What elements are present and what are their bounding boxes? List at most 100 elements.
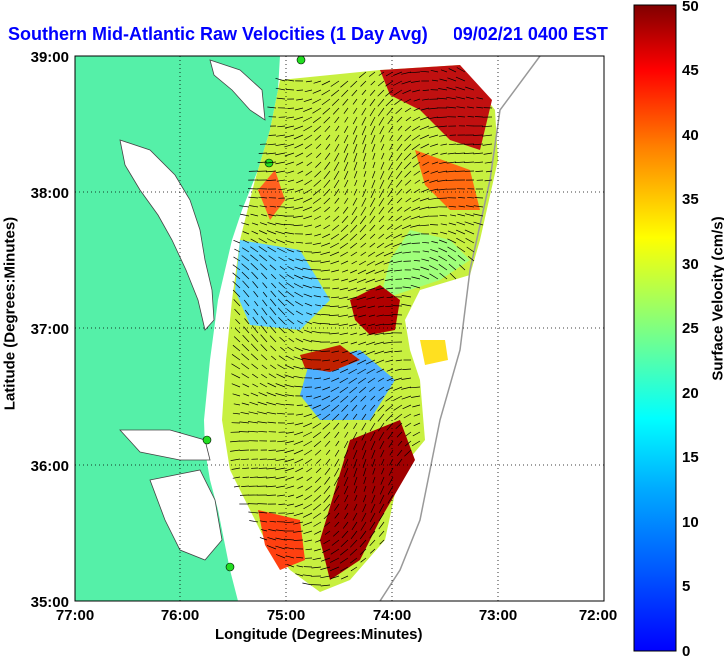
velocity-vector	[447, 246, 457, 253]
velocity-vector	[234, 308, 241, 316]
velocity-vector	[320, 269, 331, 272]
velocity-vector	[313, 215, 322, 220]
velocity-vector	[359, 530, 367, 540]
velocity-vector	[323, 539, 331, 545]
velocity-vector	[358, 341, 367, 346]
velocity-vector	[330, 575, 340, 580]
velocity-vector	[259, 263, 268, 271]
velocity-vector	[393, 233, 403, 239]
velocity-vector	[257, 161, 268, 163]
velocity-vector	[244, 309, 250, 316]
velocity-vector	[294, 143, 304, 149]
velocity-vector	[378, 215, 385, 223]
velocity-vector	[312, 242, 322, 246]
velocity-vector	[455, 76, 466, 82]
velocity-vector	[455, 86, 466, 91]
velocity-vector	[388, 152, 394, 161]
velocity-vector	[331, 350, 340, 353]
velocity-vector	[334, 134, 340, 142]
velocity-vector	[250, 392, 259, 397]
velocity-vector	[363, 485, 367, 492]
velocity-vector	[353, 188, 358, 196]
velocity-vector	[482, 125, 493, 128]
velocity-vector	[233, 336, 241, 343]
velocity-vector	[411, 134, 421, 141]
velocity-vector	[395, 161, 403, 171]
velocity-vector	[385, 80, 394, 87]
velocity-vector	[334, 152, 340, 162]
velocity-vector	[447, 230, 457, 235]
velocity-vector	[353, 143, 358, 154]
velocity-vector	[266, 476, 277, 479]
velocity-vector	[259, 537, 268, 541]
velocity-vector	[313, 521, 322, 527]
velocity-vector	[231, 383, 241, 388]
velocity-vector	[284, 223, 295, 226]
velocity-vector	[369, 404, 376, 411]
velocity-vector	[393, 260, 403, 264]
velocity-vector	[403, 98, 412, 104]
velocity-vector	[331, 98, 340, 106]
velocity-vector	[376, 296, 385, 299]
velocity-vector	[386, 422, 394, 431]
velocity-vector	[285, 240, 295, 244]
velocity-vector	[352, 413, 358, 420]
velocity-vector	[376, 314, 385, 317]
velocity-vector	[306, 161, 313, 166]
velocity-vector	[371, 134, 376, 144]
velocity-vector	[268, 214, 277, 217]
velocity-vector	[313, 295, 322, 298]
velocity-vector	[287, 188, 295, 191]
velocity-vector	[314, 476, 322, 483]
velocity-vector	[351, 260, 358, 265]
velocity-vector	[396, 206, 403, 212]
velocity-vector	[312, 286, 322, 289]
velocity-vector	[361, 107, 367, 116]
velocity-vector	[395, 215, 403, 221]
x-tick-label: 72:00	[579, 607, 617, 624]
velocity-vector	[437, 188, 448, 191]
velocity-vector	[232, 344, 241, 352]
velocity-vector	[293, 206, 304, 210]
velocity-vector	[369, 89, 376, 96]
velocity-vector	[258, 238, 268, 244]
velocity-vector	[286, 485, 295, 489]
velocity-vector	[340, 395, 349, 403]
velocity-vector	[303, 215, 313, 220]
velocity-vector	[448, 263, 457, 271]
velocity-vector	[420, 70, 430, 73]
velocity-vector	[378, 422, 385, 432]
velocity-vector	[331, 269, 340, 273]
velocity-vector	[261, 364, 268, 370]
velocity-vector	[344, 188, 349, 196]
velocity-vector	[351, 206, 358, 216]
velocity-vector	[419, 274, 430, 280]
velocity-vector	[304, 539, 313, 543]
velocity-vector	[294, 422, 304, 426]
velocity-vector	[342, 413, 349, 421]
velocity-vector	[351, 404, 358, 412]
velocity-vector	[312, 557, 322, 561]
velocity-vector	[437, 116, 448, 118]
velocity-vector	[385, 359, 394, 363]
velocity-vector	[295, 152, 304, 158]
velocity-vector	[378, 116, 385, 126]
velocity-vector	[368, 323, 376, 327]
velocity-vector	[386, 224, 394, 230]
velocity-vector	[286, 116, 295, 119]
velocity-vector	[260, 316, 268, 325]
velocity-vector	[329, 305, 340, 307]
velocity-vector	[412, 116, 421, 122]
velocity-vector	[393, 386, 403, 391]
velocity-vector	[386, 107, 394, 116]
velocity-vector	[312, 116, 322, 124]
velocity-vector	[284, 364, 295, 370]
velocity-vector	[288, 338, 295, 343]
velocity-vector	[476, 97, 484, 100]
velocity-vector	[249, 520, 259, 523]
velocity-vector	[287, 346, 295, 352]
velocity-vector	[252, 383, 259, 388]
velocity-vector	[347, 314, 358, 318]
velocity-vector	[357, 350, 367, 355]
velocity-vector	[297, 320, 304, 325]
